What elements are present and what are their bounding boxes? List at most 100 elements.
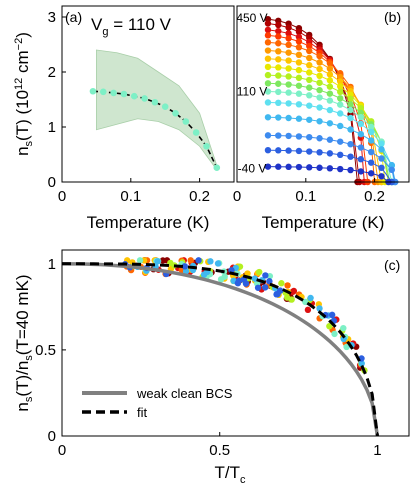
data-point <box>295 147 303 155</box>
data-point <box>306 47 313 55</box>
scatter-point <box>290 287 298 295</box>
y-tick-label: 1 <box>48 256 56 273</box>
scatter-point <box>277 287 284 294</box>
data-point <box>285 30 292 37</box>
error-band <box>96 49 218 172</box>
series-line <box>267 22 360 183</box>
data-point <box>326 106 334 114</box>
scatter-point <box>316 305 323 312</box>
data-point <box>367 170 375 177</box>
y-tick-label: 0.5 <box>35 342 56 359</box>
data-point <box>264 71 272 79</box>
data-point <box>295 33 303 41</box>
data-point <box>378 164 385 172</box>
panel-c-label: (c) <box>384 257 400 273</box>
scatter-point <box>187 257 194 264</box>
x-tick-label: 0 <box>58 188 66 205</box>
data-point <box>316 52 323 60</box>
data-point <box>316 118 323 125</box>
panel-c-scatter <box>121 257 368 374</box>
data-point <box>285 89 292 96</box>
data-point <box>285 114 292 122</box>
data-point <box>203 142 210 150</box>
data-point <box>306 76 313 84</box>
panel-c: 0 0.5 1 00.51 (c) T/Tc ns(T)/ns(T=40 mK) w… <box>13 249 410 486</box>
data-point <box>367 148 375 156</box>
panel-c-x-ticks: 0 0.5 1 <box>58 432 382 459</box>
data-point <box>316 72 323 80</box>
legend-label-bcs: weak clean BCS <box>136 386 233 401</box>
data-point <box>326 60 334 67</box>
panel-b-x-ticks: 0 0.1 0.2 <box>233 178 385 205</box>
data-point <box>316 104 323 111</box>
data-point <box>285 100 292 107</box>
data-point <box>357 168 365 175</box>
data-point <box>264 32 272 39</box>
panel-c-curves <box>61 262 380 437</box>
data-point <box>295 101 303 108</box>
data-point <box>326 120 334 127</box>
data-point <box>316 59 323 66</box>
data-point <box>264 55 272 62</box>
data-point <box>161 103 169 110</box>
scatter-point <box>217 276 225 283</box>
data-point <box>316 79 323 86</box>
data-point <box>357 109 365 116</box>
data-point <box>172 109 179 117</box>
data-point <box>130 92 138 100</box>
data-point <box>275 33 282 40</box>
data-point <box>326 83 334 90</box>
scatter-point <box>242 280 250 287</box>
scatter-point <box>207 258 214 265</box>
data-point <box>357 156 365 163</box>
x-tick-label: 0.1 <box>120 188 141 205</box>
data-point <box>213 164 221 171</box>
panel-b-x-axis-label: Temperature (K) <box>262 213 385 232</box>
data-point <box>275 132 282 139</box>
data-point <box>337 110 344 117</box>
data-point <box>357 144 365 151</box>
data-point <box>295 90 303 97</box>
data-point <box>306 69 313 76</box>
data-point <box>99 88 107 96</box>
data-point <box>285 163 292 171</box>
data-point <box>192 129 200 136</box>
data-point <box>326 165 334 172</box>
data-point <box>316 65 323 73</box>
data-point <box>367 159 375 166</box>
x-tick-label: 1 <box>373 442 381 459</box>
data-point <box>306 164 313 171</box>
data-point <box>378 146 385 153</box>
data-point <box>275 27 282 35</box>
data-point <box>306 148 313 155</box>
data-point <box>285 35 292 42</box>
data-point <box>285 41 292 49</box>
panel-b-gate-labels: 450 V 110 V -40 V <box>236 11 267 175</box>
scatter-point <box>254 284 262 291</box>
data-point <box>337 101 344 108</box>
data-point <box>326 71 334 78</box>
scatter-point <box>328 311 336 319</box>
data-point <box>275 80 282 87</box>
data-point <box>378 140 385 147</box>
data-point <box>378 173 385 180</box>
data-point <box>110 89 117 97</box>
data-point <box>306 42 313 50</box>
data-point <box>295 66 303 74</box>
data-point <box>306 84 313 91</box>
scatter-point <box>266 278 273 285</box>
data-point <box>388 166 395 174</box>
panel-c-y-ticks: 00.51 <box>35 256 66 445</box>
data-point <box>275 88 282 96</box>
data-point <box>316 86 323 94</box>
data-point <box>347 153 354 160</box>
series-line <box>267 18 358 183</box>
data-point <box>306 116 313 123</box>
scatter-point <box>181 263 189 270</box>
y-tick-label: 0 <box>48 428 56 445</box>
panel-b-series <box>264 15 399 186</box>
scatter-point <box>302 298 309 306</box>
data-point <box>357 130 365 138</box>
data-point <box>275 64 282 71</box>
